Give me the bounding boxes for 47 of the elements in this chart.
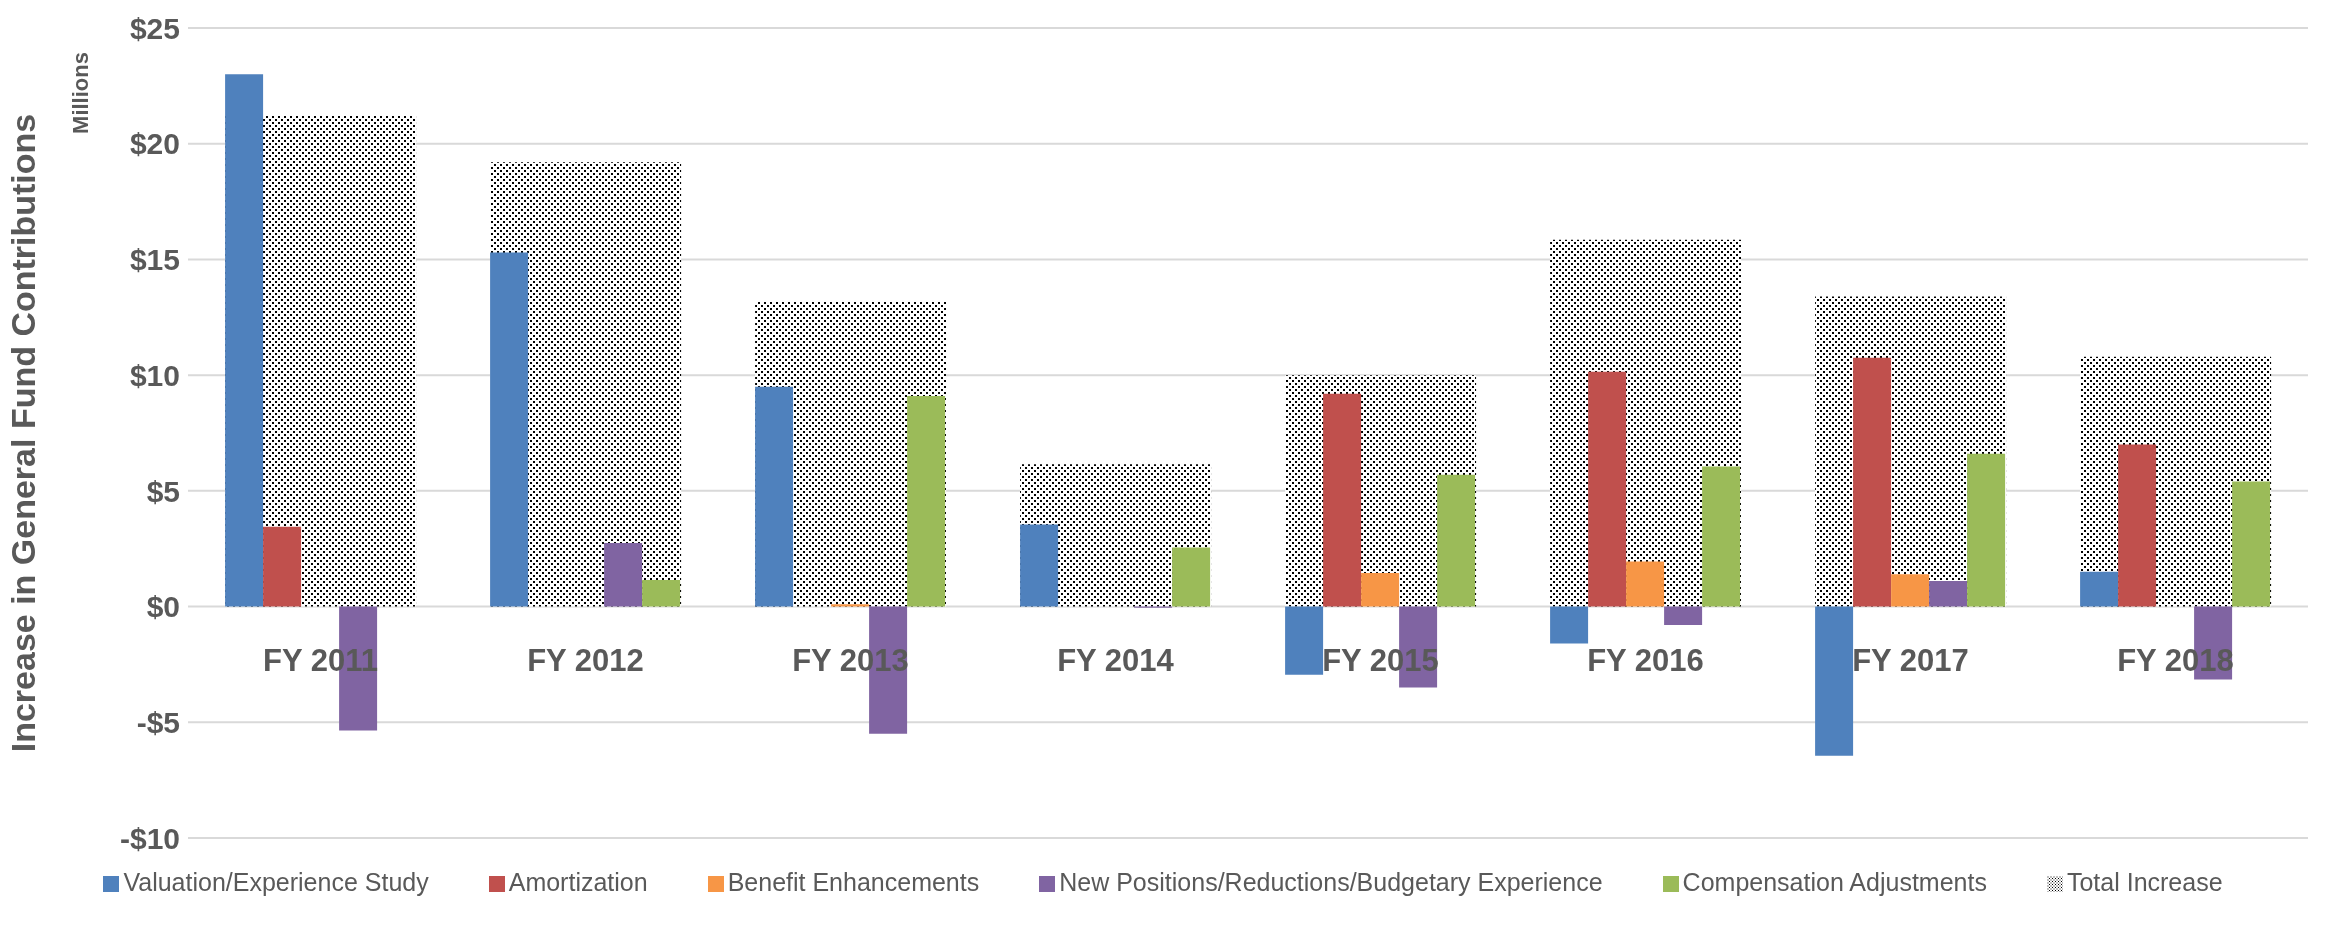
x-tick-label: FY 2014 <box>1057 642 1175 678</box>
bar <box>1853 357 1892 607</box>
y-tick-label: $20 <box>129 127 180 161</box>
bar <box>2232 481 2271 607</box>
legend-label: Valuation/Experience Study <box>123 868 429 896</box>
x-tick-label: FY 2016 <box>1587 642 1704 678</box>
bar <box>1626 561 1665 607</box>
bar <box>2118 444 2157 607</box>
bar <box>225 74 264 607</box>
y-tick-label: -$10 <box>119 821 180 855</box>
bar <box>642 579 681 607</box>
bar <box>2080 571 2119 607</box>
bar <box>604 542 643 607</box>
legend-label: Compensation Adjustments <box>1682 868 1987 896</box>
bar <box>1323 393 1362 607</box>
y-tick-label: -$5 <box>136 705 180 739</box>
x-tick-label: FY 2017 <box>1852 642 1969 678</box>
y-tick-label: $25 <box>129 11 180 45</box>
y-tick-label: $10 <box>129 358 180 392</box>
text: Millions <box>68 52 94 134</box>
bar <box>263 526 302 607</box>
bar <box>1172 547 1211 607</box>
x-tick-label: FY 2012 <box>527 642 644 678</box>
bar <box>1437 474 1476 607</box>
bar <box>831 604 870 607</box>
bar <box>1285 606 1324 675</box>
y-axis-title: Increase in General Fund Contributions <box>4 113 43 753</box>
legend-label: New Positions/Reductions/Budgetary Experience <box>1059 868 1603 896</box>
y-tick-label: $15 <box>129 243 180 277</box>
bar <box>1815 606 1854 756</box>
bar <box>755 386 794 607</box>
y-tick-label: $0 <box>146 590 180 624</box>
bar <box>490 252 529 607</box>
legend-label: Amortization <box>508 868 648 896</box>
bar <box>1550 606 1589 644</box>
bar <box>1702 466 1741 607</box>
legend-label: Benefit Enhancements <box>727 868 980 896</box>
bar <box>1588 371 1627 607</box>
y-tick-label: $5 <box>146 474 180 508</box>
legend-label: Total Increase <box>2066 868 2223 896</box>
bar <box>907 395 946 607</box>
bar <box>1664 606 1703 626</box>
bar <box>1891 574 1930 607</box>
bar <box>1361 573 1400 607</box>
bar <box>1967 453 2006 607</box>
bar <box>1020 524 1059 607</box>
bar <box>1929 581 1968 607</box>
